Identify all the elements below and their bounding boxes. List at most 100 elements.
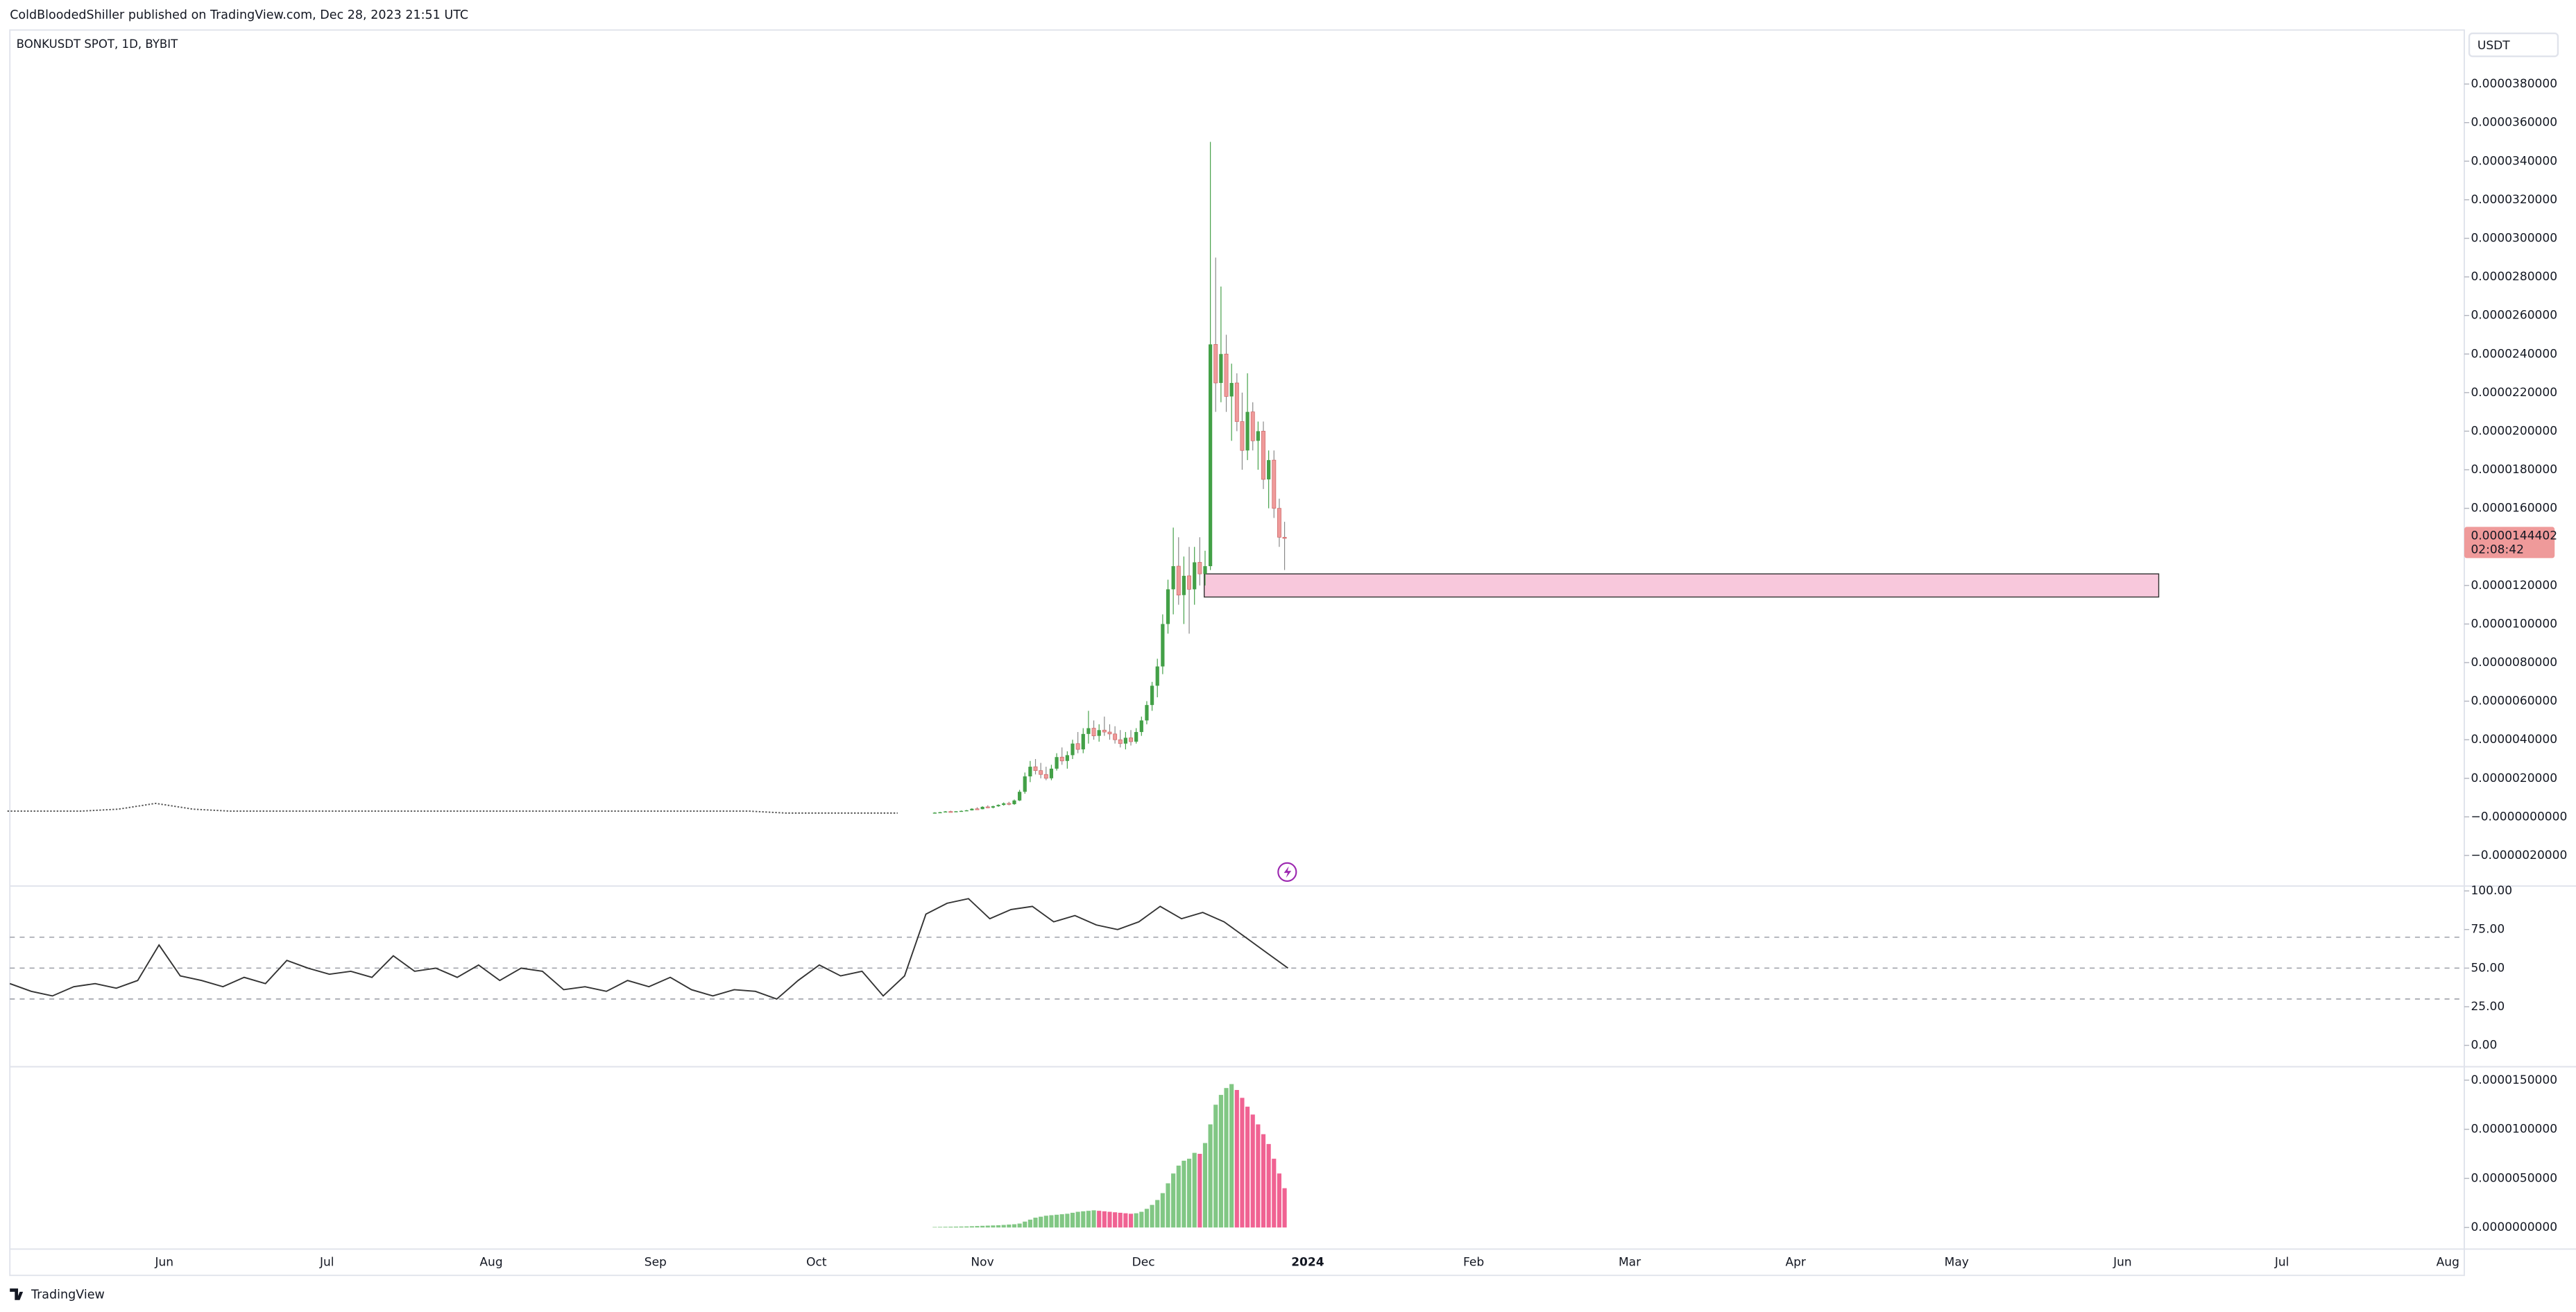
x-tick-label: Jul: [2274, 1255, 2289, 1269]
histogram-bar: [1107, 1211, 1112, 1228]
candle-body: [1049, 768, 1054, 778]
candle-body: [1134, 732, 1138, 742]
candle-body: [1012, 800, 1016, 805]
candle-body: [1123, 738, 1127, 744]
y-tick-label: 0.0000220000: [2471, 386, 2557, 400]
y-tick-label: 0.0000000000: [2471, 1220, 2557, 1234]
candle-body: [1229, 382, 1234, 397]
histogram-bar: [1033, 1218, 1038, 1228]
histogram-bar: [1123, 1213, 1128, 1228]
histogram-bar: [1086, 1211, 1091, 1228]
currency-box[interactable]: [2468, 32, 2559, 58]
replay-icon[interactable]: [1277, 862, 1297, 882]
candle-body: [1118, 739, 1123, 744]
candle-body: [1256, 431, 1260, 441]
candle-body: [1129, 738, 1133, 742]
histogram-bar: [1134, 1213, 1138, 1228]
y-tick-label: 0.0000040000: [2471, 733, 2557, 747]
x-tick-label: Jul: [319, 1255, 334, 1269]
candle-body: [954, 811, 958, 812]
candle-body: [1282, 536, 1287, 539]
histogram-bar: [1150, 1204, 1154, 1228]
y-tick-label: 0.0000100000: [2471, 1123, 2557, 1136]
histogram-bar: [1266, 1143, 1271, 1228]
histogram-bar: [1081, 1211, 1086, 1228]
histogram-bar: [1055, 1214, 1059, 1228]
histogram-bar: [1176, 1166, 1181, 1228]
histogram-bar: [1128, 1213, 1134, 1228]
candle-body: [1182, 575, 1186, 595]
y-tick-label: 0.0000300000: [2471, 231, 2557, 245]
histogram-bar: [1245, 1107, 1250, 1228]
y-tick-label: 0.0000360000: [2471, 116, 2557, 130]
candle-body: [1018, 792, 1022, 801]
histogram-bar: [1213, 1105, 1218, 1228]
histogram-bar: [985, 1225, 990, 1228]
histogram-bar: [1261, 1134, 1266, 1228]
x-tick-label: Jun: [2113, 1255, 2132, 1269]
candle-body: [1250, 411, 1255, 441]
y-tick-label: 0.0000260000: [2471, 309, 2557, 323]
histogram-bar: [1171, 1173, 1176, 1228]
histogram-bar: [1202, 1143, 1208, 1228]
last-price: 0.0000144402: [2471, 529, 2557, 543]
histogram-bar: [1017, 1223, 1022, 1228]
histogram-bar: [996, 1225, 1001, 1228]
candle-body: [1055, 757, 1059, 769]
candle-body: [1071, 743, 1075, 756]
candle-body: [932, 812, 937, 814]
x-tick-label: Dec: [1132, 1255, 1155, 1269]
histogram-bar: [1113, 1212, 1118, 1228]
histogram-bar: [1160, 1193, 1165, 1228]
candle-body: [1081, 733, 1085, 750]
histogram-bar: [1234, 1090, 1239, 1228]
histogram-bar: [991, 1225, 996, 1228]
histogram-bar: [1218, 1095, 1223, 1228]
histogram-bar: [1023, 1221, 1027, 1228]
logo-text: TradingView: [31, 1288, 105, 1302]
histogram-bar: [1139, 1211, 1144, 1228]
candle-body: [1171, 566, 1175, 590]
histogram-bar: [1282, 1188, 1287, 1228]
candle-body: [1187, 575, 1192, 590]
candle-body: [1240, 421, 1245, 451]
y-tick-label: 0.0000380000: [2471, 77, 2557, 91]
y-tick-label: −0.0000000000: [2471, 810, 2567, 824]
histogram-bar: [969, 1226, 974, 1228]
candle-body: [1075, 743, 1080, 750]
candle-body: [1033, 766, 1038, 772]
y-tick-label: 0.0000120000: [2471, 579, 2557, 593]
candle-body: [1059, 756, 1064, 762]
candle-body: [1161, 624, 1165, 667]
histogram-bar: [1102, 1211, 1107, 1228]
histogram-bar: [1027, 1219, 1032, 1228]
y-tick-label: 0.0000240000: [2471, 347, 2557, 361]
y-tick-label: 0.0000180000: [2471, 463, 2557, 477]
candle-body: [1261, 431, 1265, 480]
x-tick-label: May: [1945, 1255, 1969, 1269]
candle-body: [985, 806, 990, 808]
x-tick-label: Sep: [645, 1255, 667, 1269]
x-tick-label: Feb: [1463, 1255, 1484, 1269]
candle-body: [1065, 755, 1069, 761]
histogram-bar: [1186, 1159, 1192, 1228]
footer-logo[interactable]: TradingView: [10, 1288, 105, 1302]
histogram-bar: [1001, 1225, 1006, 1228]
candle-body: [1113, 733, 1118, 740]
x-tick-label: Oct: [806, 1255, 827, 1269]
x-tick-label: 2024: [1291, 1255, 1324, 1269]
candle-body: [1002, 803, 1006, 806]
histogram-bar: [1059, 1214, 1064, 1228]
candle-body: [1166, 589, 1170, 624]
y-tick-label: 100.00: [2471, 884, 2512, 898]
candle-body: [1272, 459, 1277, 509]
histogram-bar: [1272, 1159, 1277, 1228]
candle-body: [1150, 685, 1154, 706]
x-tick-label: Nov: [971, 1255, 993, 1269]
y-tick-label: 0.0000050000: [2471, 1171, 2557, 1185]
y-tick-label: 0.0000340000: [2471, 154, 2557, 168]
candle-body: [1197, 562, 1202, 574]
x-tick-label: Aug: [2437, 1255, 2459, 1269]
histogram-bar: [1043, 1216, 1048, 1228]
